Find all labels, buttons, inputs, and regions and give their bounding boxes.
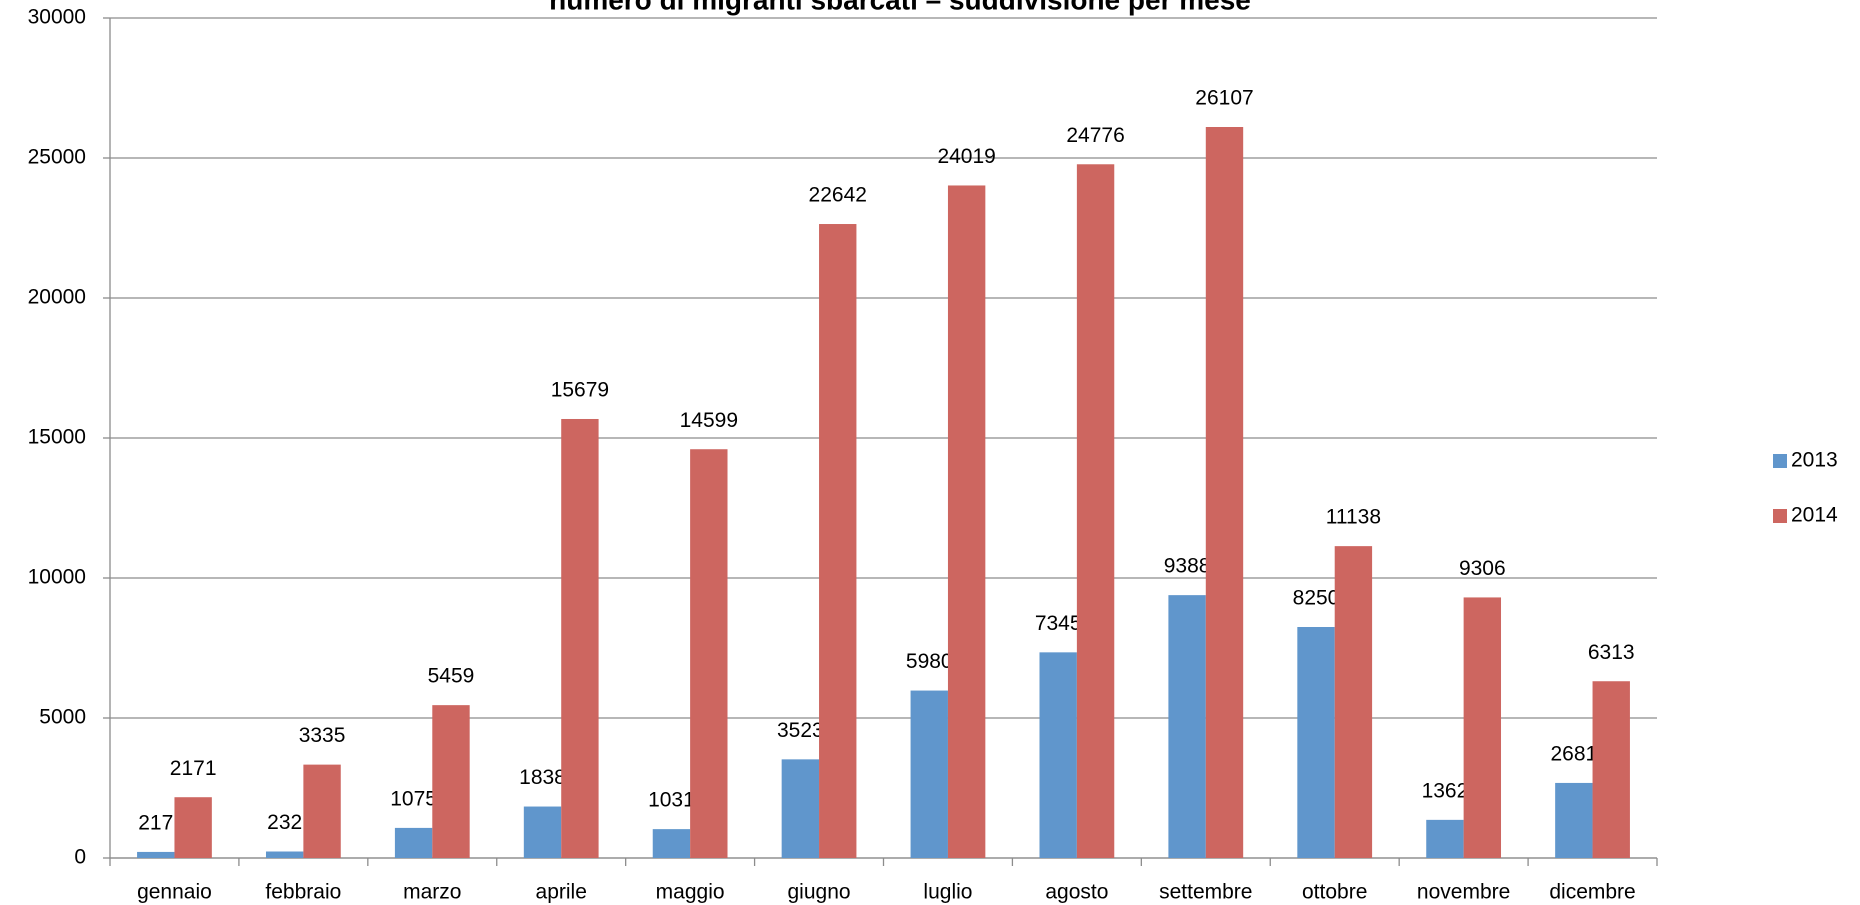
- data-label: 14599: [680, 409, 738, 432]
- bar: [781, 759, 820, 858]
- bar: [690, 449, 728, 858]
- x-tick-label: settembre: [1159, 881, 1252, 904]
- bar: [394, 827, 433, 858]
- data-label: 1838: [519, 766, 566, 789]
- legend-label: 2014: [1791, 504, 1838, 527]
- x-tick-label: novembre: [1417, 881, 1510, 904]
- data-label: 9388: [1164, 555, 1211, 578]
- data-label: 22642: [809, 184, 867, 207]
- bar: [1592, 681, 1630, 858]
- data-label: 15679: [551, 379, 609, 402]
- x-tick-label: ottobre: [1302, 881, 1367, 904]
- bar: [1039, 652, 1077, 858]
- data-label: 9306: [1459, 557, 1506, 580]
- x-tick-label: febbraio: [265, 881, 341, 904]
- y-tick-label: 20000: [28, 286, 86, 309]
- x-tick-label: dicembre: [1549, 881, 1635, 904]
- bar: [1334, 546, 1373, 858]
- data-label: 7345: [1035, 612, 1082, 635]
- data-label: 26107: [1195, 87, 1253, 110]
- y-tick-label: 30000: [28, 6, 86, 29]
- bar: [910, 690, 948, 858]
- bar: [1168, 595, 1206, 858]
- bar: [174, 797, 212, 858]
- bar: [432, 705, 470, 858]
- x-tick-label: giugno: [788, 881, 851, 904]
- bar: [652, 829, 691, 858]
- data-label: 217: [138, 811, 173, 834]
- y-tick-label: 5000: [39, 706, 86, 729]
- bar: [1205, 127, 1244, 858]
- bar: [947, 185, 986, 858]
- legend-label: 2013: [1791, 449, 1838, 472]
- data-label: 24776: [1066, 124, 1124, 147]
- x-tick-label: luglio: [923, 881, 972, 904]
- bar: [819, 224, 857, 859]
- x-tick-label: gennaio: [137, 881, 212, 904]
- data-label: 11138: [1326, 506, 1381, 529]
- data-label: 3335: [299, 724, 346, 747]
- chart-title: numero di migranti sbarcati – suddivisio…: [549, 0, 1251, 15]
- bar: [523, 806, 562, 858]
- data-label: 2681: [1550, 742, 1597, 765]
- bar: [1297, 627, 1335, 858]
- legend-swatch: [1773, 509, 1787, 523]
- data-label: 8250: [1293, 587, 1340, 610]
- x-tick-label: marzo: [403, 881, 461, 904]
- data-label: 2171: [170, 757, 217, 780]
- bar: [137, 851, 175, 858]
- bar: [561, 418, 599, 858]
- x-tick-label: agosto: [1045, 881, 1108, 904]
- y-tick-label: 15000: [28, 426, 86, 449]
- bar: [1076, 164, 1115, 859]
- x-tick-label: maggio: [656, 881, 725, 904]
- y-tick-label: 10000: [28, 566, 86, 589]
- bar: [265, 851, 304, 858]
- y-tick-label: 0: [74, 846, 86, 869]
- legend-swatch: [1773, 454, 1787, 468]
- x-tick-label: aprile: [536, 881, 587, 904]
- data-label: 5980: [906, 650, 953, 673]
- data-label: 24019: [937, 145, 995, 168]
- data-label: 5459: [428, 665, 475, 688]
- data-label: 6313: [1588, 641, 1635, 664]
- bar: [1463, 597, 1502, 858]
- data-label: 1362: [1422, 779, 1469, 802]
- y-tick-label: 25000: [28, 146, 86, 169]
- data-label: 3523: [777, 719, 824, 742]
- data-label: 1031: [648, 789, 695, 812]
- bar: [303, 764, 341, 858]
- data-label: 1075: [390, 787, 437, 810]
- bar: [1426, 819, 1464, 858]
- data-label: 232: [267, 811, 302, 834]
- bar: [1555, 782, 1593, 858]
